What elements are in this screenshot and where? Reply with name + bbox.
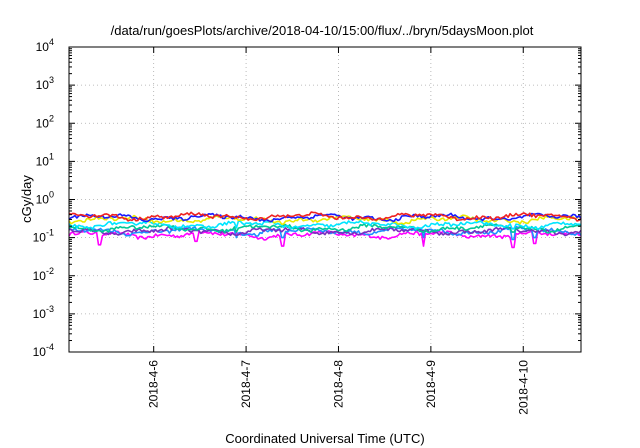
y-tick-label: 101 xyxy=(36,151,54,168)
x-tick-label: 2018-4-9 xyxy=(424,360,438,408)
y-tick-label: 100 xyxy=(36,190,54,207)
x-axis-label: Coordinated Universal Time (UTC) xyxy=(225,431,424,446)
y-tick-label: 10-4 xyxy=(33,342,54,359)
series-line xyxy=(68,219,582,231)
x-tick-label: 2018-4-6 xyxy=(147,360,161,408)
y-tick-label: 10-1 xyxy=(33,228,54,245)
series-line xyxy=(68,223,582,234)
axes: 10-4 10-3 10-2 10-1 100 101 102 103 104 2018-4-6 2… xyxy=(33,37,581,415)
y-tick-label: 103 xyxy=(36,75,54,92)
y-tick-label: 10-2 xyxy=(33,266,54,283)
series-line xyxy=(68,214,582,225)
series-line xyxy=(68,226,582,237)
y-tick-label: 104 xyxy=(36,37,54,54)
y-axis-label: cGy/day xyxy=(19,175,34,223)
grid-lines xyxy=(69,47,581,352)
y-tick-label: 10-3 xyxy=(33,304,54,321)
x-tick-label: 2018-4-10 xyxy=(516,360,530,415)
chart-title: /data/run/goesPlots/archive/2018-04-10/1… xyxy=(111,23,534,38)
series-line xyxy=(68,211,582,222)
x-tick-label: 2018-4-8 xyxy=(331,360,345,408)
y-tick-label: 102 xyxy=(36,113,54,130)
series-line xyxy=(68,225,582,241)
data-series xyxy=(68,211,582,249)
x-tick-label: 2018-4-7 xyxy=(239,360,253,408)
